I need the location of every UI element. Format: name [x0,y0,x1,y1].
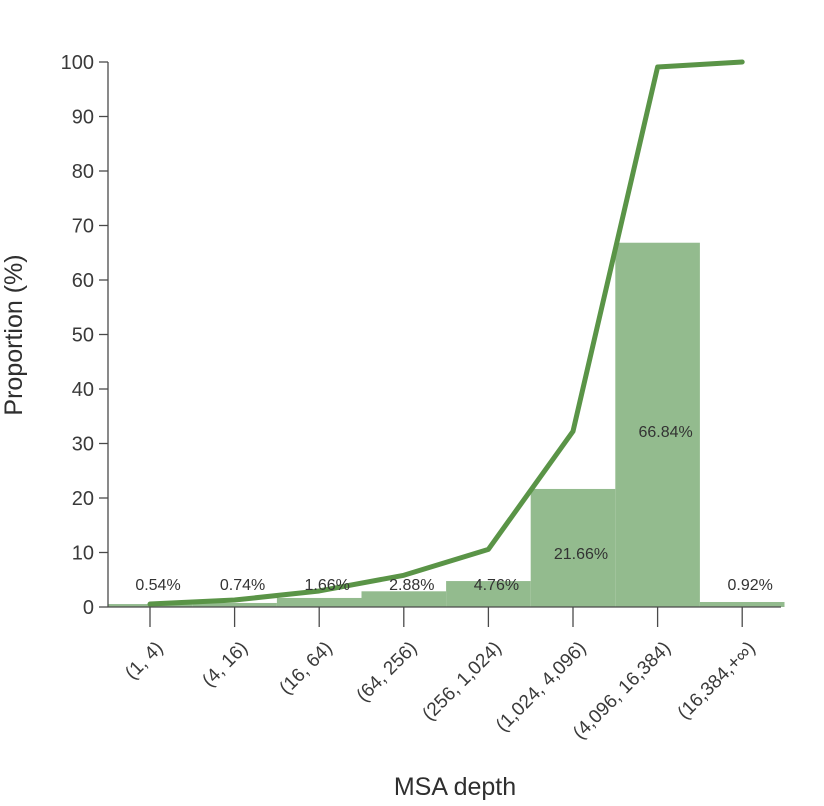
cumulative-line [147,59,745,607]
cumulative-line-layer [147,59,745,607]
y-tick-label-90: 90 [72,107,94,129]
y-tick-label-40: 40 [72,379,94,401]
bar-6 [615,242,700,608]
bar-3 [361,591,447,607]
y-tick-label-0: 0 [83,597,94,619]
y-tick-label-60: 60 [72,270,94,292]
bar-7 [699,601,785,607]
x-tick-label-0: (1, 4) [121,638,167,684]
bar-2 [276,597,362,607]
bar-4 [446,581,531,607]
bar-5 [530,488,616,607]
data-label-3: 2.88% [389,577,434,594]
data-label-2: 1.66% [305,577,350,594]
bars-layer [107,242,785,608]
data-label-4: 4.76% [474,577,519,594]
y-axis-title: Proportion (%) [0,254,28,415]
y-tick-label-10: 10 [72,543,94,565]
y-tick-label-80: 80 [72,161,94,183]
data-labels-layer: 0.54% 0.74% 1.66% 2.88% 4.76% 21.66% 66.84% 0.9… [135,424,773,594]
y-tick-label-100: 100 [61,52,94,74]
x-axis-title: MSA depth [394,773,516,801]
x-tick-label-2: (16, 64) [276,638,337,699]
data-label-1: 0.74% [220,577,265,594]
data-label-5: 21.66% [554,546,608,563]
bar-1 [192,602,277,607]
x-tick-label-4: (256, 1,024) [419,638,506,725]
data-label-0: 0.54% [135,577,180,594]
y-tick-label-20: 20 [72,488,94,510]
data-label-6: 66.84% [638,424,692,441]
x-tick-label-3: (64, 256) [353,638,422,707]
x-tick-label-1: (4, 16) [198,638,252,692]
y-tick-label-50: 50 [72,325,94,347]
y-tick-label-70: 70 [72,216,94,238]
x-tick-label-7: (16,384,+∞) [674,638,760,724]
data-label-7: 0.92% [728,577,773,594]
y-tick-label-30: 30 [72,434,94,456]
